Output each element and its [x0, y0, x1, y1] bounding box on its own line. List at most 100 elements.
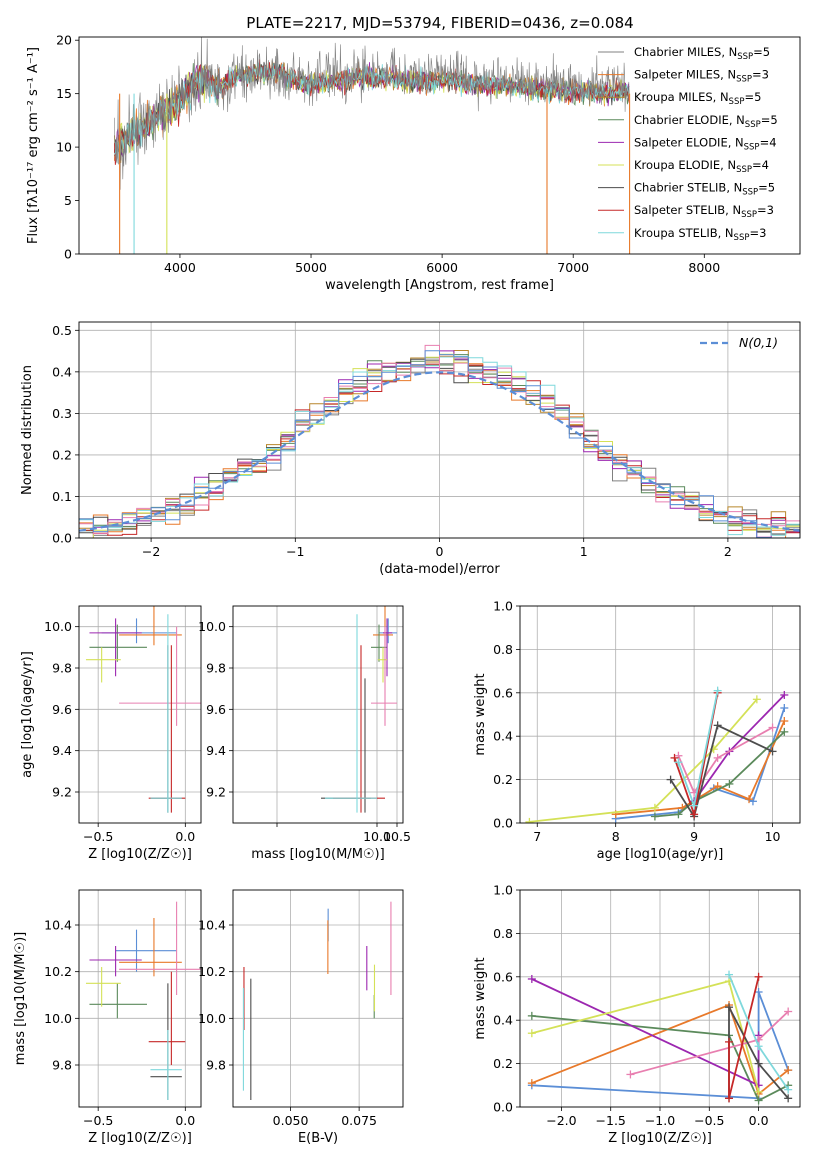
data-point [150, 614, 182, 813]
y-tick-label: 1.0 [493, 883, 513, 898]
x-tick-label: 4000 [164, 260, 196, 275]
plus-marker [768, 747, 777, 756]
plus-marker [725, 970, 734, 979]
x-axis-label: age [log10(age/yr)] [597, 847, 724, 862]
y-tick-label: 20 [56, 33, 72, 48]
data-point [373, 606, 393, 646]
histogram-step [79, 350, 800, 538]
axes-frame [232, 889, 404, 1108]
x-tick-label: 0.075 [341, 1113, 377, 1128]
x-tick-label: 8000 [688, 260, 720, 275]
x-axis-label: wavelength [Angstrom, rest frame] [325, 278, 554, 293]
axes-frame [519, 605, 801, 824]
spectrum-line [114, 37, 630, 190]
legend-entry: Salpeter ELODIE, NSSP=4 [634, 135, 777, 152]
plus-marker [784, 1094, 793, 1103]
data-point [119, 918, 182, 977]
y-axis-label: mass weight [473, 957, 488, 1039]
y-tick-label: 9.8 [206, 661, 226, 676]
plus-marker [527, 974, 536, 983]
x-axis-label: Z [log10(Z/Z☉)] [608, 1131, 712, 1146]
y-tick-label: 0.4 [493, 1013, 513, 1028]
plus-marker [754, 1059, 763, 1068]
plus-marker [650, 812, 659, 821]
y-axis-label: Normed distribution [20, 365, 35, 495]
data-point [325, 614, 377, 813]
x-axis-label: Z [log10(Z/Z☉)] [88, 1131, 192, 1146]
residuals-axes: −2 −1 0 1 2 0.0 0.1 0.2 0.3 0.4 0.5 (data-model)/er… [20, 322, 800, 577]
plus-marker [674, 810, 683, 819]
plus-marker [725, 779, 734, 788]
y-tick-label: 10.0 [198, 619, 226, 634]
y-tick-label: 10.2 [44, 964, 72, 979]
y-tick-label: 0.4 [493, 729, 513, 744]
plus-marker [666, 775, 675, 784]
x-tick-label: 10.5 [383, 829, 411, 844]
plus-marker [674, 758, 683, 767]
legend-entry: Chabrier ELODIE, NSSP=5 [634, 113, 778, 130]
series [527, 977, 763, 1096]
data-point [115, 929, 177, 972]
plus-marker [650, 803, 659, 812]
series [725, 972, 763, 1103]
plus-marker [754, 972, 763, 981]
legend-entry: Chabrier MILES, NSSP=5 [634, 45, 770, 62]
x-tick-label: 0.0 [749, 1113, 769, 1128]
series [611, 717, 789, 819]
y-tick-label: 9.6 [206, 702, 226, 717]
x-tick-label: −0.5 [83, 1113, 113, 1128]
y-tick-label: 9.4 [206, 743, 226, 758]
spectrum-line [114, 62, 630, 158]
plus-marker [745, 795, 754, 804]
y-tick-label: 0.1 [52, 489, 72, 504]
plus-marker [780, 717, 789, 726]
legend-entry: Kroupa STELIB, NSSP=3 [634, 226, 766, 243]
data-point [85, 967, 121, 1007]
spectrum-legend: Chabrier MILES, NSSP=5 Salpeter MILES, NS… [598, 45, 778, 243]
mass-vs-Z-axes: −0.5 0.0 9.8 10.0 10.2 10.4 Z [log10(Z/Z☉)] mas… [13, 890, 201, 1146]
plus-marker [670, 753, 679, 762]
data-point [89, 946, 142, 977]
plus-marker [784, 1085, 793, 1094]
series-line [677, 726, 773, 795]
y-tick-label: 0.6 [493, 969, 513, 984]
plus-marker [725, 1037, 734, 1046]
legend-entry: Salpeter STELIB, NSSP=3 [634, 203, 774, 220]
y-tick-label: 0.2 [493, 772, 513, 787]
axes-frame [78, 36, 801, 255]
plus-marker [527, 1029, 536, 1038]
x-tick-label: −1 [286, 544, 304, 559]
data-point [101, 618, 177, 644]
axes-frame [78, 605, 202, 824]
plus-marker [754, 1096, 763, 1105]
x-tick-label: 0.050 [273, 1113, 309, 1128]
y-tick-label: 0.2 [493, 1056, 513, 1071]
spectrum-axes: 4000 5000 6000 7000 8000 0 5 10 15 20 wavelength [… [26, 33, 720, 293]
normal-curve [79, 371, 800, 532]
plus-marker [713, 753, 722, 762]
axes-frame [232, 605, 404, 824]
data-point [148, 645, 186, 813]
data-point [371, 624, 387, 662]
figure-title: PLATE=2217, MJD=53794, FIBERID=0436, z=0… [246, 14, 633, 32]
x-tick-label: −1.5 [596, 1113, 626, 1128]
data-point [89, 624, 147, 662]
y-tick-label: 0.4 [52, 364, 72, 379]
y-tick-label: 0.3 [52, 406, 72, 421]
y-tick-label: 0.2 [52, 447, 72, 462]
y-tick-label: 5 [64, 193, 72, 208]
residual-legend: N(0,1) [700, 335, 778, 350]
y-axis-label: Flux [fλ10⁻¹⁷ erg cm⁻² s⁻¹ A⁻¹] [26, 47, 41, 244]
data-point [89, 983, 147, 1019]
y-tick-label: 0 [64, 247, 72, 262]
x-tick-label: 2 [724, 544, 732, 559]
y-tick-label: 9.8 [52, 1058, 72, 1073]
series [666, 721, 777, 821]
x-axis-label: mass [log10(M/M☉)] [251, 847, 384, 862]
plus-marker [754, 1042, 763, 1051]
y-tick-label: 0.0 [493, 816, 513, 831]
plus-marker [784, 1007, 793, 1016]
plus-marker [527, 1079, 536, 1088]
series-line [654, 731, 785, 818]
